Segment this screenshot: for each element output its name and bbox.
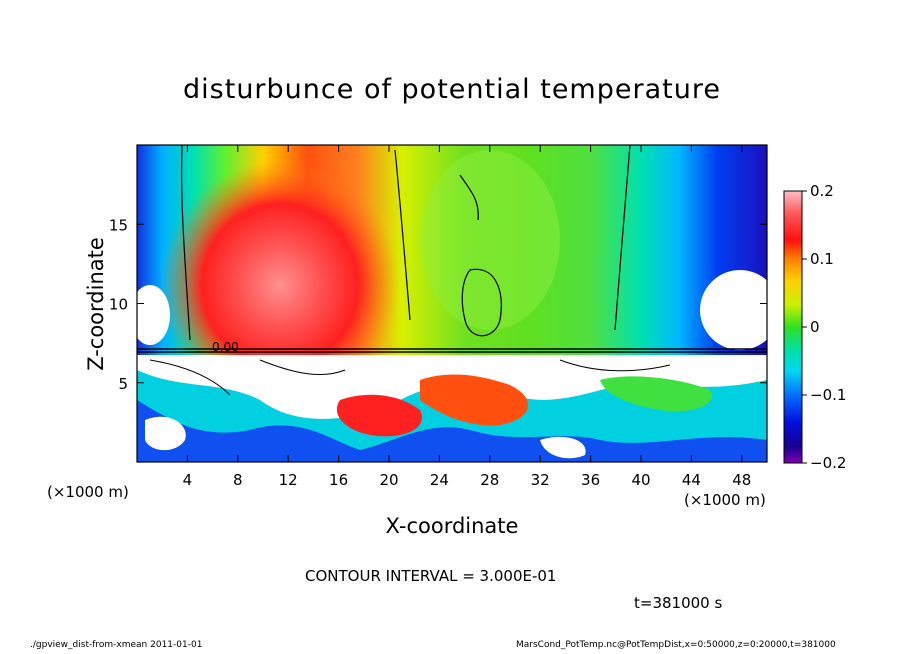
x-tick-label: 20 [379, 471, 398, 489]
x-tick-label: 40 [631, 471, 650, 489]
x-tick-label: 12 [279, 471, 298, 489]
y-tick-label: 5 [118, 375, 128, 393]
heatmap-field [137, 145, 767, 462]
x-tick-label: 28 [480, 471, 499, 489]
footer-script-info: ./gpview_dist-from-xmean 2011-01-01 [30, 640, 203, 650]
footer-data-source: MarsCond_PotTemp.nc@PotTempDist,x=0:5000… [516, 640, 836, 650]
x-unit-label-left: (×1000 m) [47, 483, 129, 501]
colorbar-tick-label: 0 [810, 318, 820, 336]
y-tick-label: 10 [109, 296, 128, 314]
contour-label: 0.00 [212, 340, 239, 354]
x-axis-label: X-coordinate [385, 514, 519, 538]
time-stamp: t=381000 s [634, 594, 723, 612]
y-tick-label: 15 [109, 216, 128, 234]
colorbar-tick-label: −0.1 [810, 386, 846, 404]
x-tick-label: 16 [329, 471, 348, 489]
x-unit-label-right: (×1000 m) [684, 491, 766, 509]
contour-interval-note: CONTOUR INTERVAL = 3.000E-01 [305, 567, 557, 585]
colorbar-tick-label: 0.2 [810, 182, 834, 200]
colorbar-ticks: 0.2 0.1 0 −0.1 −0.2 [802, 182, 846, 472]
colorbar-tick-label: 0.1 [810, 250, 834, 268]
y-axis-ticks: 5 10 15 [109, 216, 767, 393]
colorbar [783, 190, 803, 464]
x-tick-label: 32 [531, 471, 550, 489]
x-tick-label: 48 [732, 471, 751, 489]
x-tick-label: 44 [682, 471, 701, 489]
x-tick-label: 4 [183, 471, 193, 489]
chart-title: disturbunce of potential temperature [183, 74, 721, 105]
x-tick-label: 36 [581, 471, 600, 489]
colorbar-tick-label: −0.2 [810, 454, 846, 472]
x-tick-label: 24 [430, 471, 449, 489]
x-axis-ticks: 4 8 12 16 20 24 28 32 36 40 44 48 [183, 145, 751, 489]
x-tick-label: 8 [233, 471, 243, 489]
